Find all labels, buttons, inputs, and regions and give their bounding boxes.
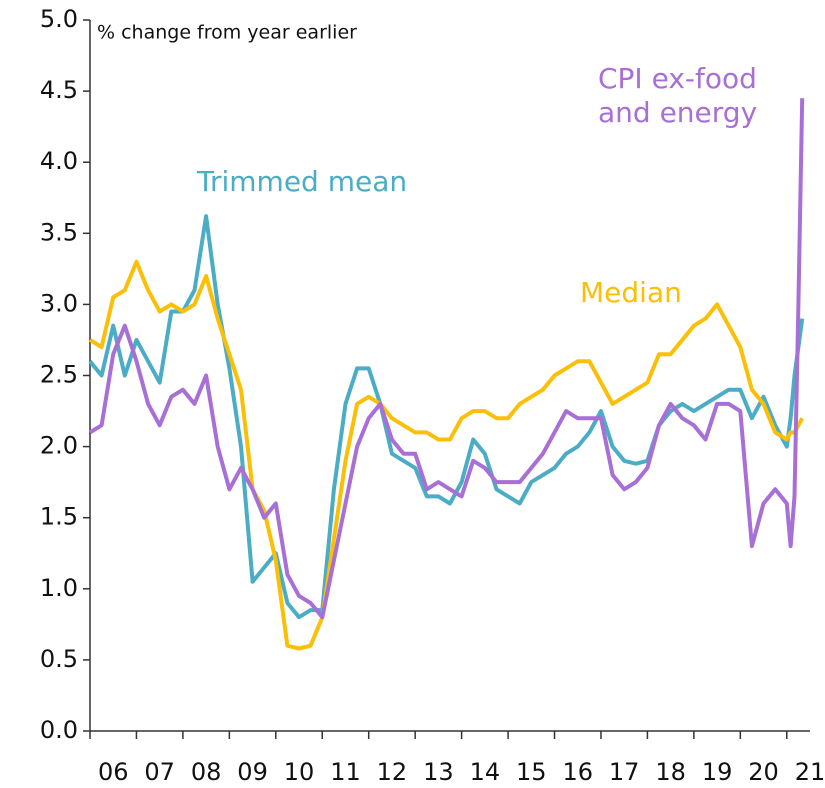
y-tick-label: 0.5 [40, 645, 78, 673]
y-tick-label: 4.5 [40, 76, 78, 104]
x-tick-label: 18 [655, 758, 686, 786]
x-tick-label: 13 [423, 758, 454, 786]
x-tick-label: 20 [748, 758, 779, 786]
x-tick-label: 11 [330, 758, 361, 786]
x-tick-label: 17 [609, 758, 640, 786]
y-tick-label: 2.5 [40, 361, 78, 389]
x-tick-label: 06 [98, 758, 129, 786]
x-tick-label: 09 [237, 758, 268, 786]
y-tick-label: 5.0 [40, 5, 78, 33]
series-label: CPI ex-food and energy [598, 62, 758, 129]
y-tick-label: 3.0 [40, 289, 78, 317]
x-tick-label: 07 [144, 758, 175, 786]
series-label: Trimmed mean [197, 165, 408, 198]
x-tick-label: 16 [562, 758, 593, 786]
y-tick-label: 0.0 [40, 716, 78, 744]
series-line [88, 214, 805, 620]
axis-title: % change from year earlier [97, 22, 357, 44]
series-line [88, 98, 805, 620]
y-tick-label: 4.0 [40, 147, 78, 175]
y-tick-label: 2.0 [40, 432, 78, 460]
x-tick-label: 12 [377, 758, 408, 786]
x-tick-label: 15 [516, 758, 547, 786]
y-tick-label: 3.5 [40, 218, 78, 246]
x-tick-label: 21 [795, 758, 825, 786]
x-tick-label: 10 [284, 758, 315, 786]
x-tick-label: 19 [702, 758, 733, 786]
y-tick-label: 1.0 [40, 574, 78, 602]
x-tick-label: 08 [191, 758, 222, 786]
y-tick-label: 1.5 [40, 503, 78, 531]
series-label: Median [580, 276, 682, 309]
series-line [88, 259, 804, 651]
x-tick-label: 14 [470, 758, 501, 786]
